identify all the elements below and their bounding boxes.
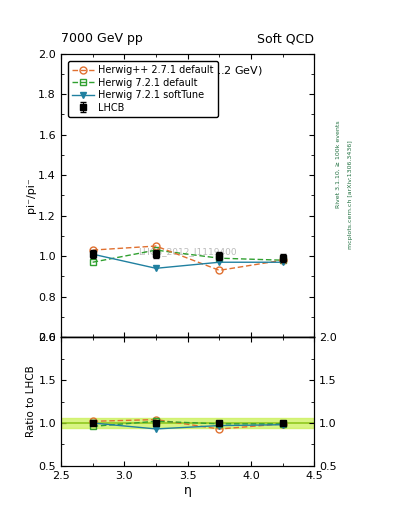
Herwig++ 2.7.1 default bbox=[90, 247, 95, 253]
X-axis label: η: η bbox=[184, 483, 192, 497]
Line: Herwig 7.2.1 softTune: Herwig 7.2.1 softTune bbox=[89, 251, 286, 272]
Herwig 7.2.1 default bbox=[280, 257, 285, 263]
Text: mcplots.cern.ch [arXiv:1306.3436]: mcplots.cern.ch [arXiv:1306.3436] bbox=[348, 140, 353, 249]
Herwig++ 2.7.1 default bbox=[154, 243, 158, 249]
Y-axis label: Ratio to LHCB: Ratio to LHCB bbox=[26, 366, 35, 437]
Herwig 7.2.1 softTune bbox=[154, 265, 158, 271]
Y-axis label: pi⁻/pi⁻: pi⁻/pi⁻ bbox=[26, 178, 35, 214]
Text: 7000 GeV pp: 7000 GeV pp bbox=[61, 32, 143, 45]
Line: Herwig++ 2.7.1 default: Herwig++ 2.7.1 default bbox=[89, 243, 286, 274]
Text: $\pi^-/\pi^+$ vs $|y|(p_T > 1.2\ \mathrm{GeV})$: $\pi^-/\pi^+$ vs $|y|(p_T > 1.2\ \mathrm… bbox=[112, 62, 263, 79]
Herwig 7.2.1 default bbox=[154, 247, 158, 253]
Herwig 7.2.1 softTune bbox=[217, 259, 222, 265]
Herwig 7.2.1 default bbox=[217, 255, 222, 261]
Text: Soft QCD: Soft QCD bbox=[257, 32, 314, 45]
Herwig 7.2.1 softTune bbox=[90, 251, 95, 257]
Text: LHCB_2012_I1119400: LHCB_2012_I1119400 bbox=[138, 248, 237, 257]
Text: Rivet 3.1.10, ≥ 100k events: Rivet 3.1.10, ≥ 100k events bbox=[336, 120, 341, 208]
Herwig 7.2.1 softTune bbox=[280, 259, 285, 265]
Herwig++ 2.7.1 default bbox=[280, 257, 285, 263]
Bar bbox=[61, 418, 314, 428]
Legend: Herwig++ 2.7.1 default, Herwig 7.2.1 default, Herwig 7.2.1 softTune, LHCB: Herwig++ 2.7.1 default, Herwig 7.2.1 def… bbox=[68, 61, 218, 117]
Herwig++ 2.7.1 default bbox=[217, 267, 222, 273]
Herwig 7.2.1 default bbox=[90, 259, 95, 265]
Line: Herwig 7.2.1 default: Herwig 7.2.1 default bbox=[89, 247, 286, 266]
